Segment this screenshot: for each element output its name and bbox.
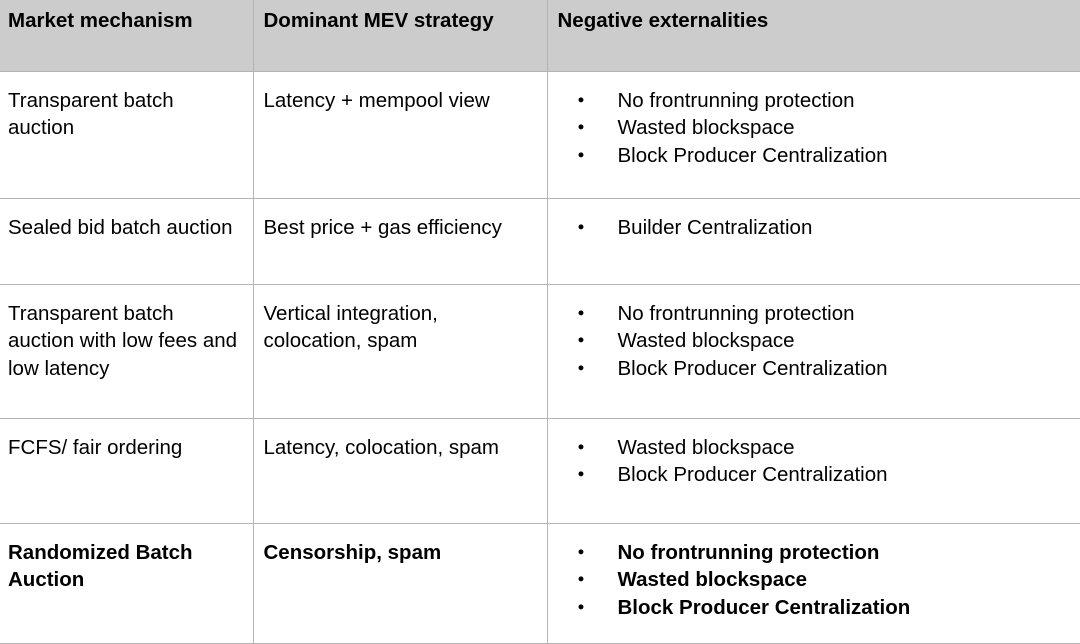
bullet-icon: ● — [578, 114, 585, 142]
externality-text: Block Producer Centralization — [618, 463, 888, 486]
externality-text: Wasted blockspace — [618, 568, 808, 591]
cell-mechanism: FCFS/ fair ordering — [0, 418, 253, 523]
table-row: Transparent batch auction with low fees … — [0, 284, 1080, 418]
externality-item: ● Wasted blockspace — [558, 114, 1080, 142]
externality-item: ● Wasted blockspace — [558, 566, 1080, 594]
bullet-icon: ● — [578, 300, 585, 328]
externalities-list: ● No frontrunning protection ● Wasted bloc… — [558, 539, 1080, 622]
externalities-list: ● No frontrunning protection ● Wasted bloc… — [558, 87, 1080, 170]
cell-externalities: ● No frontrunning protection ● Wasted bloc… — [547, 523, 1080, 643]
cell-externalities: ● No frontrunning protection ● Wasted bloc… — [547, 284, 1080, 418]
cell-strategy: Latency, colocation, spam — [253, 418, 547, 523]
externality-text: Wasted blockspace — [618, 116, 795, 139]
header-cell-negative-externalities: Negative externalities — [547, 0, 1080, 71]
bullet-icon: ● — [578, 434, 585, 462]
table-row: Sealed bid batch auction Best price + ga… — [0, 198, 1080, 284]
externalities-list: ● No frontrunning protection ● Wasted bloc… — [558, 300, 1080, 383]
header-row: Market mechanism Dominant MEV strategy N… — [0, 0, 1080, 71]
externality-item: ● Wasted blockspace — [558, 327, 1080, 355]
bullet-icon: ● — [578, 327, 585, 355]
header-cell-market-mechanism: Market mechanism — [0, 0, 253, 71]
externality-item: ● Block Producer Centralization — [558, 461, 1080, 489]
cell-externalities: ● Wasted blockspace ● Block Producer Centr… — [547, 418, 1080, 523]
bullet-icon: ● — [578, 87, 585, 115]
externality-text: No frontrunning protection — [618, 89, 855, 112]
cell-strategy: Vertical integration, colocation, spam — [253, 284, 547, 418]
header-cell-dominant-mev-strategy: Dominant MEV strategy — [253, 0, 547, 71]
cell-mechanism: Randomized Batch Auction — [0, 523, 253, 643]
table-row: Transparent batch auction Latency + memp… — [0, 71, 1080, 198]
table-row: FCFS/ fair ordering Latency, colocation,… — [0, 418, 1080, 523]
externality-text: Wasted blockspace — [618, 436, 795, 459]
externality-item: ● Block Producer Centralization — [558, 142, 1080, 170]
externality-text: Wasted blockspace — [618, 329, 795, 352]
cell-strategy: Latency + mempool view — [253, 71, 547, 198]
table-row: Randomized Batch Auction Censorship, spa… — [0, 523, 1080, 643]
externality-text: Block Producer Centralization — [618, 357, 888, 380]
externality-text: Builder Centralization — [618, 216, 813, 239]
externality-item: ● No frontrunning protection — [558, 539, 1080, 567]
cell-mechanism: Transparent batch auction with low fees … — [0, 284, 253, 418]
cell-mechanism: Sealed bid batch auction — [0, 198, 253, 284]
externality-text: No frontrunning protection — [618, 541, 880, 564]
externality-item: ● Builder Centralization — [558, 214, 1080, 242]
externalities-list: ● Builder Centralization — [558, 214, 1080, 242]
externality-item: ● Wasted blockspace — [558, 434, 1080, 462]
externality-item: ● Block Producer Centralization — [558, 594, 1080, 622]
cell-externalities: ● No frontrunning protection ● Wasted bloc… — [547, 71, 1080, 198]
externality-item: ● No frontrunning protection — [558, 300, 1080, 328]
externality-text: Block Producer Centralization — [618, 144, 888, 167]
bullet-icon: ● — [578, 214, 585, 242]
cell-externalities: ● Builder Centralization — [547, 198, 1080, 284]
bullet-icon: ● — [578, 142, 585, 170]
bullet-icon: ● — [578, 566, 585, 594]
externality-text: No frontrunning protection — [618, 302, 855, 325]
bullet-icon: ● — [578, 594, 585, 622]
externalities-list: ● Wasted blockspace ● Block Producer Centr… — [558, 434, 1080, 489]
cell-mechanism: Transparent batch auction — [0, 71, 253, 198]
bullet-icon: ● — [578, 355, 585, 383]
externality-text: Block Producer Centralization — [618, 596, 911, 619]
bullet-icon: ● — [578, 539, 585, 567]
externality-item: ● No frontrunning protection — [558, 87, 1080, 115]
cell-strategy: Censorship, spam — [253, 523, 547, 643]
externality-item: ● Block Producer Centralization — [558, 355, 1080, 383]
bullet-icon: ● — [578, 461, 585, 489]
cell-strategy: Best price + gas efficiency — [253, 198, 547, 284]
